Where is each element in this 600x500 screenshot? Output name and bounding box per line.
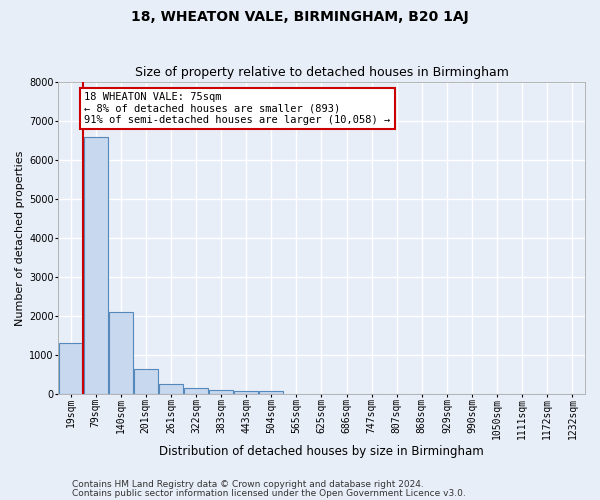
Title: Size of property relative to detached houses in Birmingham: Size of property relative to detached ho…	[134, 66, 508, 80]
Bar	[234, 392, 258, 394]
Bar	[134, 369, 158, 394]
Text: 18 WHEATON VALE: 75sqm
← 8% of detached houses are smaller (893)
91% of semi-det: 18 WHEATON VALE: 75sqm ← 8% of detached …	[85, 92, 391, 125]
Bar	[59, 343, 82, 394]
Bar	[159, 384, 183, 394]
Bar	[83, 136, 107, 394]
Text: 18, WHEATON VALE, BIRMINGHAM, B20 1AJ: 18, WHEATON VALE, BIRMINGHAM, B20 1AJ	[131, 10, 469, 24]
Text: Contains HM Land Registry data © Crown copyright and database right 2024.: Contains HM Land Registry data © Crown c…	[72, 480, 424, 489]
Bar	[259, 392, 283, 394]
Bar	[184, 388, 208, 394]
Bar	[109, 312, 133, 394]
X-axis label: Distribution of detached houses by size in Birmingham: Distribution of detached houses by size …	[159, 444, 484, 458]
Y-axis label: Number of detached properties: Number of detached properties	[15, 150, 25, 326]
Bar	[209, 390, 233, 394]
Text: Contains public sector information licensed under the Open Government Licence v3: Contains public sector information licen…	[72, 488, 466, 498]
